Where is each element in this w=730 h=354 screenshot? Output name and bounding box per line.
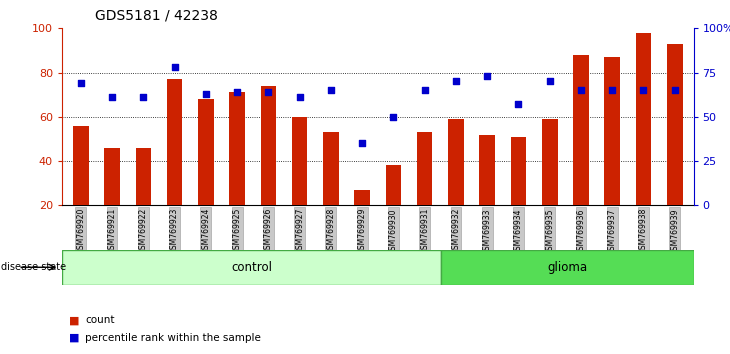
Point bbox=[137, 95, 149, 100]
Bar bbox=[573, 55, 589, 250]
Bar bbox=[604, 57, 620, 250]
Text: count: count bbox=[85, 315, 115, 325]
Bar bbox=[480, 135, 495, 250]
Bar bbox=[104, 148, 120, 250]
Bar bbox=[667, 44, 683, 250]
Bar bbox=[229, 92, 245, 250]
Point bbox=[388, 114, 399, 120]
Bar bbox=[510, 137, 526, 250]
Point bbox=[75, 80, 87, 86]
Text: disease state: disease state bbox=[1, 262, 66, 272]
Text: GDS5181 / 42238: GDS5181 / 42238 bbox=[95, 9, 218, 23]
Point bbox=[544, 79, 556, 84]
Point bbox=[669, 87, 680, 93]
Bar bbox=[354, 190, 370, 250]
Text: control: control bbox=[231, 261, 272, 274]
Bar bbox=[292, 117, 307, 250]
Bar bbox=[448, 119, 464, 250]
Text: glioma: glioma bbox=[548, 261, 587, 274]
Point bbox=[637, 87, 649, 93]
Bar bbox=[441, 250, 694, 285]
Point bbox=[512, 102, 524, 107]
Bar bbox=[136, 148, 151, 250]
Bar bbox=[166, 79, 182, 250]
Text: percentile rank within the sample: percentile rank within the sample bbox=[85, 333, 261, 343]
Point bbox=[607, 87, 618, 93]
Point bbox=[231, 89, 243, 95]
Text: ■: ■ bbox=[69, 315, 80, 325]
Bar bbox=[62, 250, 441, 285]
Point bbox=[263, 89, 274, 95]
Point bbox=[481, 73, 493, 79]
Bar bbox=[385, 166, 402, 250]
Point bbox=[107, 95, 118, 100]
Bar bbox=[261, 86, 276, 250]
Point bbox=[450, 79, 462, 84]
Point bbox=[169, 64, 180, 70]
Bar bbox=[542, 119, 558, 250]
Point bbox=[356, 141, 368, 146]
Bar bbox=[73, 126, 88, 250]
Text: ■: ■ bbox=[69, 333, 80, 343]
Point bbox=[419, 87, 431, 93]
Bar bbox=[198, 99, 214, 250]
Bar bbox=[636, 33, 651, 250]
Point bbox=[575, 87, 587, 93]
Bar bbox=[417, 132, 432, 250]
Bar bbox=[323, 132, 339, 250]
Point bbox=[293, 95, 305, 100]
Point bbox=[200, 91, 212, 97]
Point bbox=[325, 87, 337, 93]
